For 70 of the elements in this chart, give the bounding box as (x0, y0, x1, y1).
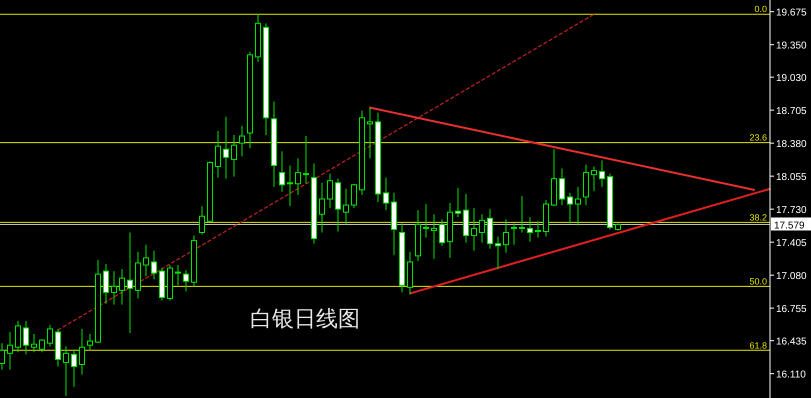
candlestick (351, 183, 357, 209)
candlestick (559, 168, 565, 206)
candlestick (591, 166, 597, 192)
y-tick-label: 16.435 (776, 336, 808, 348)
candlestick (239, 125, 245, 157)
candlestick (39, 338, 45, 353)
y-tick-label: 18.055 (776, 172, 808, 184)
candlestick (0, 342, 5, 370)
candlestick (175, 264, 181, 286)
candlestick (367, 107, 373, 159)
candlestick (519, 195, 525, 234)
candlestick (527, 216, 533, 242)
candlestick (23, 320, 29, 355)
candlestick (87, 334, 93, 351)
candlestick (567, 192, 573, 224)
candlestick (31, 334, 37, 353)
annotation: 61.8 (749, 340, 767, 350)
candlestick (479, 214, 485, 244)
candlestick (79, 328, 85, 376)
candlestick (295, 158, 301, 196)
candlestick (279, 150, 285, 192)
y-tick-label: 18.380 (776, 139, 808, 150)
candlestick (183, 270, 189, 292)
y-tick-label: 17.080 (776, 271, 808, 282)
candlestick (287, 164, 293, 207)
annotation: 23.6 (749, 132, 767, 143)
y-tick-label: 16.110 (776, 370, 806, 381)
candlestick (455, 187, 461, 218)
candlestick (599, 160, 605, 188)
candlestick (127, 232, 133, 334)
candlestick (511, 222, 517, 246)
y-tick-label: 19.030 (776, 73, 808, 84)
candlestick (303, 136, 309, 184)
text: 白银日线图 (250, 306, 360, 331)
candlestick (199, 206, 205, 236)
candlestick (215, 130, 221, 178)
y-tick-label: 17.730 (776, 205, 808, 216)
candlestick (439, 218, 445, 246)
annotation: 50.0 (749, 276, 767, 286)
y-tick-label: 17.405 (776, 238, 808, 250)
candlestick (119, 268, 125, 306)
candlestick (223, 116, 229, 180)
y-tick-label: 16.755 (776, 304, 808, 316)
candlestick (63, 346, 69, 396)
candlestick (343, 188, 349, 225)
candlestick (535, 220, 541, 238)
candlestick (111, 270, 117, 306)
candlestick (103, 263, 109, 304)
candlestick (71, 350, 77, 388)
candlestick (383, 177, 389, 211)
candlestick (423, 204, 429, 238)
candlestick (319, 182, 325, 234)
candlestick (7, 332, 13, 370)
candlestick (431, 214, 437, 260)
y-tick-label: 19.350 (776, 40, 808, 52)
candlestick (151, 250, 157, 280)
annotation: 38.2 (749, 212, 767, 222)
annotation: 0.0 (754, 4, 767, 14)
ref-line-label: 17.579 (774, 220, 806, 232)
candlestick (327, 173, 333, 209)
candlestick (231, 134, 237, 178)
candlestick (47, 324, 53, 347)
candlestick (143, 244, 149, 277)
candlestick (495, 236, 501, 270)
candlestick (575, 186, 581, 226)
candlestick (471, 208, 477, 252)
y-tick-label: 18.705 (776, 106, 808, 118)
candlestick (15, 320, 21, 353)
y-tick-label: 19.675 (776, 8, 808, 19)
candlestick (503, 218, 509, 254)
